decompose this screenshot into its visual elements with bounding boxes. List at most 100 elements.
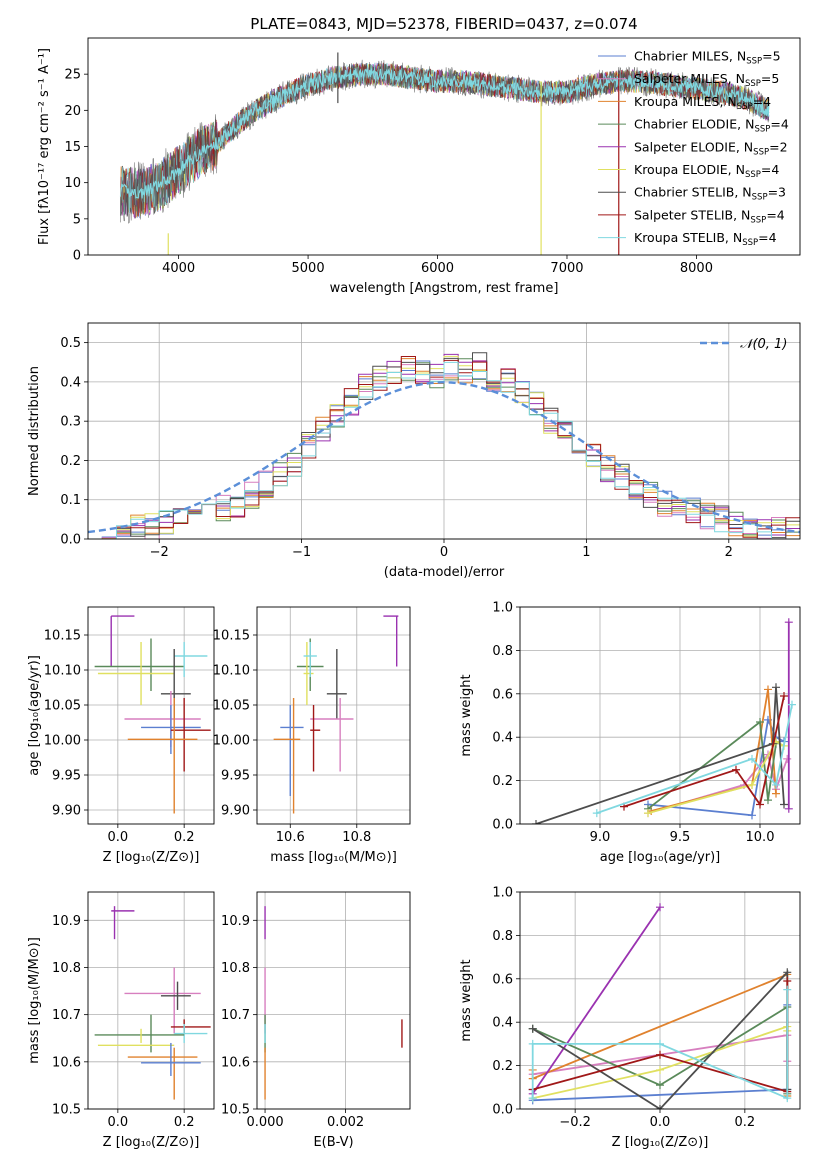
weight-point: [592, 809, 601, 818]
gaussian-curve: [88, 381, 800, 534]
y-tick-label: 0.0: [492, 1103, 513, 1118]
y-tick-label: 0.6: [492, 687, 513, 702]
weight-point: [528, 1024, 537, 1033]
legend-label: 𝒩(0, 1): [740, 337, 787, 352]
x-tick-label: 10.0: [746, 830, 775, 845]
axes-frame: [519, 891, 801, 1110]
legend-label: Chabrier STELIB, NSSP=3: [634, 185, 786, 203]
legend-label: Chabrier ELODIE, NSSP=4: [634, 117, 789, 135]
x-axis-label: E(B-V): [313, 1135, 353, 1150]
x-tick-label: 0.0: [650, 1115, 671, 1130]
x-tick-label: 0.2: [735, 1115, 756, 1130]
y-tick-label: 10.8: [52, 961, 81, 976]
weight-line-chabrier_elodie: [647, 720, 777, 810]
weight-line-salpeter_elodie: [531, 906, 661, 1095]
y-tick-label: 0.5: [60, 336, 81, 351]
weight-point: [644, 809, 652, 818]
error-bars: [94, 906, 211, 1100]
y-tick-label: 0.4: [492, 1016, 513, 1031]
weight-point: [748, 754, 756, 763]
spectrum-lines: [119, 52, 770, 255]
y-tick-label: 10.15: [213, 629, 250, 644]
y-tick-label: 10.6: [52, 1055, 81, 1070]
y-tick-label: 0.2: [60, 454, 81, 469]
chart-spectrum: 4000 5000 6000 7000 8000 0 5 10 15 20 25 PLATE=0843…: [37, 15, 801, 296]
weight-lines: [528, 903, 792, 1109]
x-tick-label: 6000: [421, 261, 454, 276]
x-tick-label: 10.8: [342, 830, 371, 845]
weight-point: [783, 968, 792, 977]
weight-point: [756, 800, 764, 809]
x-tick-label: −1: [292, 545, 311, 560]
y-tick-label: 25: [64, 68, 81, 83]
x-tick-label: 9.5: [670, 830, 691, 845]
y-tick-label: 10: [64, 176, 81, 191]
y-axis-label: mass weight: [459, 674, 474, 756]
weight-point: [532, 820, 540, 824]
x-tick-label: 9.0: [590, 830, 611, 845]
spectrum-model: [119, 67, 770, 199]
y-tick-label: 10.5: [52, 1103, 81, 1118]
chart-mass_vs_Z: 0.0 0.2 10.5 10.6 10.7 10.8 10.9 Z [log₁₀(Z/Z⊙)…: [27, 891, 215, 1150]
error-bars: [94, 615, 211, 814]
axes-frame: [87, 322, 801, 540]
x-tick-label: 10.6: [276, 830, 305, 845]
legend-label: Chabrier MILES, NSSP=5: [634, 49, 781, 67]
x-tick-label: 2: [725, 545, 733, 560]
weight-point: [764, 796, 772, 805]
y-tick-label: 0.0: [492, 818, 513, 833]
weight-point: [783, 976, 792, 985]
x-tick-label: 1: [582, 545, 590, 560]
weight-point: [784, 618, 793, 627]
axes-frame: [256, 606, 411, 825]
legend-label: Salpeter ELODIE, NSSP=2: [634, 139, 788, 157]
y-tick-label: 9.95: [221, 769, 250, 784]
axes-frame: [87, 37, 801, 256]
y-tick-label: 9.90: [221, 804, 250, 819]
weight-point: [772, 780, 780, 789]
weight-point: [783, 985, 792, 994]
weight-point: [732, 765, 740, 774]
chart-weight_vs_age: 9.0 9.5 10.0 0.0 0.2 0.4 0.6 0.8 1.0 age [log₁₀(a…: [459, 601, 801, 865]
weight-point: [656, 1039, 664, 1048]
weight-point: [764, 685, 772, 694]
weight-line-chabrier_stelib: [535, 687, 785, 824]
y-tick-label: 10.8: [221, 961, 250, 976]
y-tick-label: 10.7: [221, 1008, 250, 1023]
weight-point: [656, 1050, 664, 1059]
x-tick-label: 8000: [680, 261, 713, 276]
weight-point: [772, 789, 780, 798]
y-tick-label: 0.4: [492, 731, 513, 746]
y-tick-label: 15: [64, 140, 81, 155]
chart-residuals: −2 −1 0 1 2 0.0 0.1 0.2 0.3 0.4 0.5 (data-model)/er…: [27, 322, 801, 580]
y-tick-label: 10.9: [52, 914, 81, 929]
chart-weight_vs_Z: −0.2 0.0 0.2 0.0 0.2 0.4 0.6 0.8 1.0 Z [log₁₀(Z/Z…: [459, 886, 801, 1150]
legend-label: Kroupa MILES, NSSP=4: [634, 94, 771, 112]
axes-frame: [87, 891, 215, 1110]
weight-point: [528, 1039, 537, 1048]
x-axis-label: Z [log₁₀(Z/Z⊙)]: [103, 1135, 200, 1150]
y-tick-label: 0.0: [60, 533, 81, 548]
histogram-salpeter_stelib: [88, 356, 800, 539]
y-axis-label: mass [log₁₀(M/M⊙)]: [27, 937, 42, 1064]
y-tick-label: 5: [73, 212, 81, 227]
x-tick-label: 0.002: [327, 1115, 364, 1130]
histograms: [88, 352, 800, 539]
chart-age_vs_Z: 0.0 0.2 9.90 9.95 10.00 10.05 10.10 10.15 Z [log…: [27, 606, 215, 865]
weight-point: [656, 1081, 664, 1090]
y-tick-label: 10.00: [213, 734, 250, 749]
y-tick-label: 10.7: [52, 1008, 81, 1023]
y-tick-label: 10.00: [44, 734, 81, 749]
y-tick-label: 10.5: [221, 1103, 250, 1118]
y-axis-label: Flux [fλ10⁻¹⁷ erg cm⁻² s⁻¹ A⁻¹]: [37, 48, 52, 245]
y-axis-label: Normed distribution: [27, 366, 42, 496]
error-bars: [273, 615, 399, 814]
axes-frame: [519, 606, 801, 825]
x-tick-label: −0.2: [559, 1115, 591, 1130]
x-tick-label: 7000: [550, 261, 583, 276]
axes-frame: [256, 891, 411, 1110]
weight-point: [783, 754, 792, 763]
weight-lines: [532, 618, 796, 824]
x-axis-label: mass [log₁₀(M/M⊙)]: [270, 850, 397, 865]
